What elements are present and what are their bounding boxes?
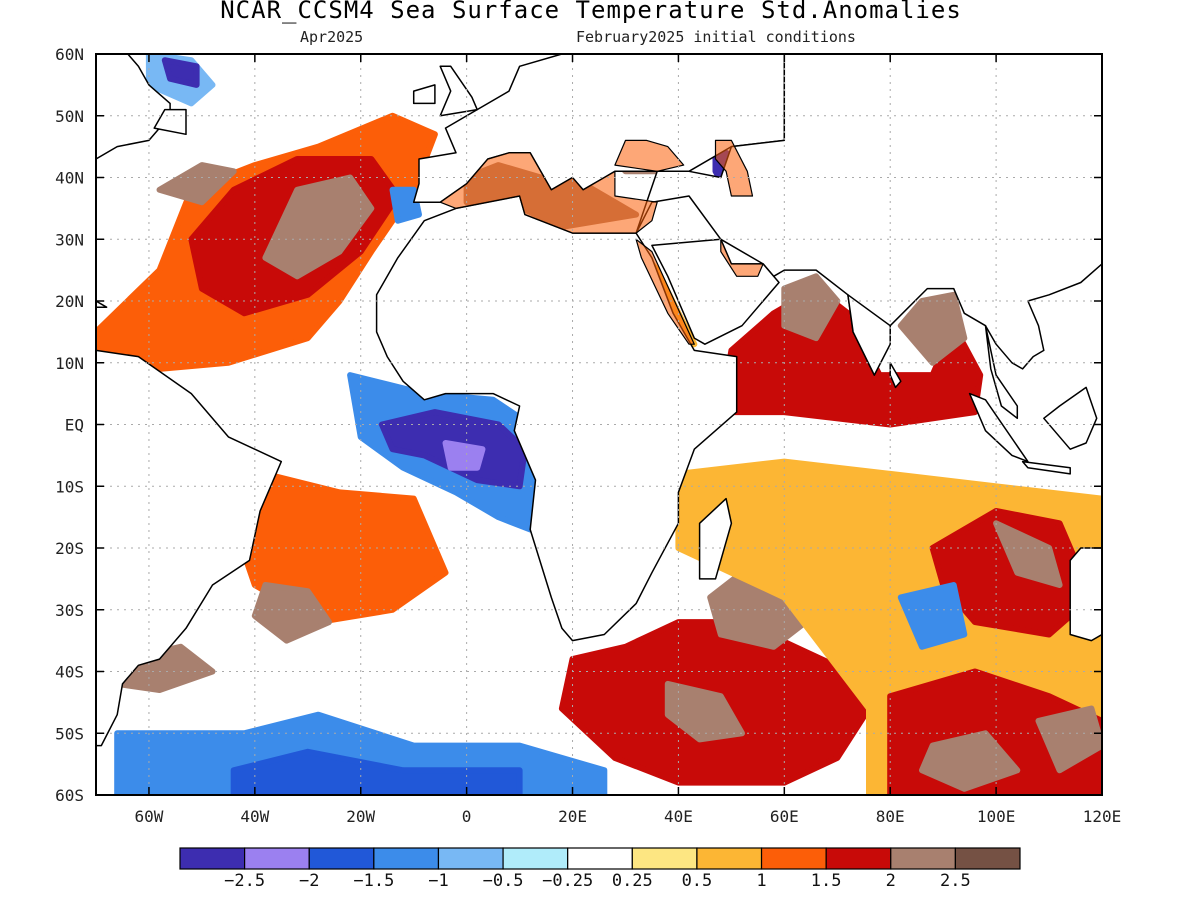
- lat-tick-label: 40N: [55, 169, 84, 188]
- grid-layer: [96, 54, 1102, 795]
- lat-tick-label: 10N: [55, 354, 84, 373]
- lat-tick-label: 50N: [55, 107, 84, 126]
- land-newfoundland: [153, 108, 187, 136]
- colorbar-label: −1.5: [353, 871, 394, 891]
- valid-month-label: Apr2025: [300, 28, 364, 46]
- chart-title: NCAR_CCSM4 Sea Surface Temperature Std.A…: [220, 0, 962, 24]
- anomaly-agulhas-brown-2: [664, 680, 745, 743]
- anomaly-bay-bengal-brown: [897, 291, 968, 366]
- anomaly-gulf-guinea-violet: [442, 440, 486, 471]
- land-india-tail: [847, 294, 891, 376]
- lon-tick-label: 20W: [346, 807, 375, 826]
- land-sumatra: [968, 392, 1029, 463]
- lon-tick-label: 40E: [664, 807, 693, 826]
- lon-tick-label: 40W: [240, 807, 269, 826]
- sea-caspian: [714, 139, 754, 197]
- initial-conditions-label: February2025 initial conditions: [576, 28, 856, 46]
- colorbar-label: −1: [428, 871, 448, 891]
- lon-tick-label: 60W: [134, 807, 163, 826]
- lat-tick-label: EQ: [65, 416, 84, 435]
- anomaly-bay-of-biscay-cold: [389, 186, 422, 224]
- land-madagascar: [698, 497, 733, 580]
- anomaly-s-atlantic-brown: [251, 582, 332, 644]
- colorbar-label: 1: [756, 871, 766, 891]
- anomaly-arabian-brown: [781, 273, 841, 342]
- land-ireland: [412, 84, 436, 105]
- sea-mediterranean: [439, 152, 658, 234]
- colorbar-swatch: [760, 847, 827, 870]
- anomaly-labrador-cold-core: [161, 57, 200, 88]
- anomaly-s-ocean-brown-2: [1035, 705, 1102, 774]
- colorbar-swatch: [567, 847, 633, 870]
- land-north-america: [96, 54, 171, 160]
- land-uk: [439, 65, 478, 117]
- anomaly-n-atlantic-extreme-2: [156, 162, 237, 206]
- land-java: [1021, 460, 1071, 475]
- land-australia: [1069, 547, 1102, 642]
- colorbar-label: 0.5: [682, 871, 713, 891]
- land-caribbean-cuba: [96, 300, 108, 308]
- colorbar-label: −0.25: [542, 871, 593, 891]
- lat-tick-label: 30S: [55, 601, 84, 620]
- anomaly-s-indian-brown: [993, 520, 1063, 588]
- land-malay-peninsula: [984, 324, 1019, 420]
- colorbar-swatch: [825, 847, 892, 870]
- lat-tick-label: 30N: [55, 230, 84, 249]
- colorbar-label: 2.5: [940, 871, 971, 891]
- colorbar-swatch: [696, 847, 763, 870]
- colorbar-label: 0.25: [612, 871, 653, 891]
- colorbar-swatch: [244, 847, 310, 870]
- colorbar-swatch: [373, 847, 440, 870]
- land-sri-lanka: [889, 362, 902, 389]
- lat-tick-label: 40S: [55, 663, 84, 682]
- sea-black-sea: [614, 139, 685, 172]
- land-borneo: [1043, 386, 1098, 450]
- lat-tick-label: 20S: [55, 539, 84, 558]
- colorbar-swatch: [502, 847, 569, 870]
- lon-tick-label: 60E: [770, 807, 799, 826]
- colorbar-swatch: [179, 847, 246, 870]
- colorbar-swatch: [631, 847, 698, 870]
- colorbar-swatch: [954, 847, 1021, 870]
- lat-tick-label: 20N: [55, 292, 84, 311]
- colorbar-swatch: [437, 847, 504, 870]
- lon-tick-label: 80E: [876, 807, 905, 826]
- lon-tick-label: 20E: [558, 807, 587, 826]
- colorbar-label: 1.5: [811, 871, 842, 891]
- lon-tick-label: 120E: [1083, 807, 1122, 826]
- colorbar-swatch: [308, 847, 375, 870]
- lon-tick-label: 100E: [977, 807, 1016, 826]
- lat-tick-label: 60N: [55, 45, 84, 64]
- lat-tick-label: 60S: [55, 786, 84, 805]
- anomaly-n-atlantic-extreme: [262, 174, 375, 280]
- sea-persian-gulf: [720, 238, 764, 277]
- colorbar-label: 2: [886, 871, 896, 891]
- anomaly-s-indian-cold: [897, 582, 968, 650]
- colorbar-label: −2: [299, 871, 319, 891]
- anomaly-s-ocean-brown: [919, 730, 1021, 792]
- colorbar-swatch: [890, 847, 956, 870]
- colorbar-label: −2.5: [224, 871, 265, 891]
- anomaly-s-atlantic-cold-core: [230, 748, 523, 795]
- sea-red-sea: [635, 238, 695, 345]
- colorbar-label: −0.5: [483, 871, 524, 891]
- lat-tick-label: 10S: [55, 477, 84, 496]
- lon-tick-label: 0: [462, 807, 472, 826]
- axis-layer: 60W 40W 20W 0 20E 40E 60E 80E 100E 120E 60N 50N 40N 3…: [55, 45, 1121, 826]
- colorbar: −2.5 −2 −1.5 −1 −0.5 −0.25 0.25 0.5 1 1.5 2 2.5: [179, 847, 1021, 891]
- lat-tick-label: 50S: [55, 724, 84, 743]
